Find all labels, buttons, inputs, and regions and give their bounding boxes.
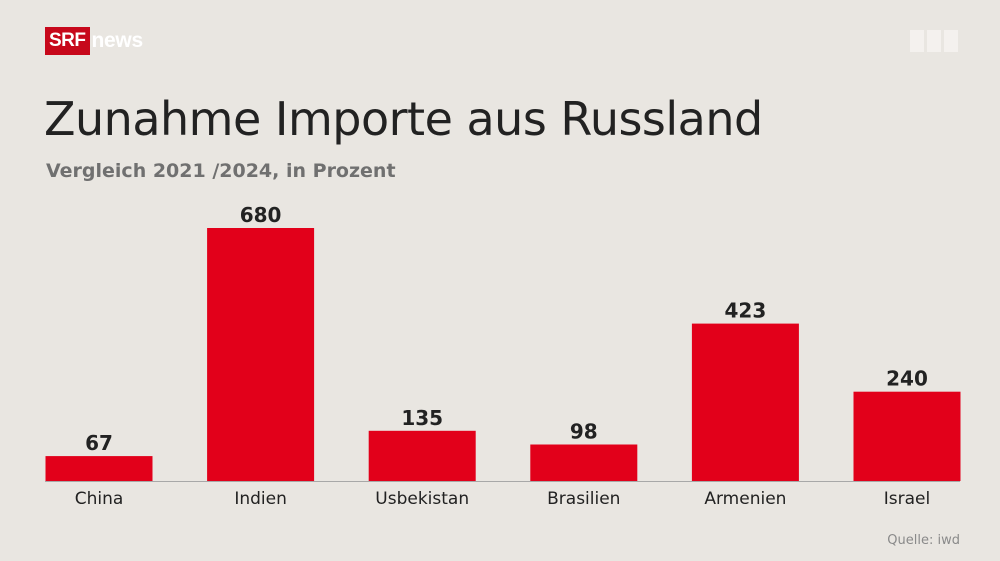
- data-label-armenien: 423: [725, 299, 767, 323]
- source-note: Quelle: iwd: [887, 533, 960, 548]
- bar-israel: [853, 391, 961, 481]
- category-label-china: China: [75, 489, 124, 509]
- chart-title: Zunahme Importe aus Russland: [44, 92, 763, 146]
- category-label-usbekistan: Usbekistan: [375, 489, 469, 509]
- logo-srf: SRF: [45, 27, 90, 55]
- category-label-israel: Israel: [884, 489, 930, 509]
- data-label-china: 67: [85, 431, 113, 455]
- bar-indien: [207, 228, 315, 481]
- bar-usbekistan: [368, 430, 476, 481]
- channel-logo-icon: [910, 30, 960, 52]
- bar-armenien: [691, 323, 799, 481]
- data-label-indien: 680: [240, 203, 282, 227]
- bar-brasilien: [530, 444, 638, 481]
- chart-subtitle: Vergleich 2021 /2024, in Prozent: [46, 160, 396, 182]
- category-label-brasilien: Brasilien: [547, 489, 620, 509]
- category-label-armenien: Armenien: [704, 489, 786, 509]
- data-label-israel: 240: [886, 367, 928, 391]
- logo-news: news: [91, 29, 144, 52]
- category-label-indien: Indien: [234, 489, 287, 509]
- srf-news-logo: SRF news: [45, 27, 143, 55]
- data-label-brasilien: 98: [570, 420, 598, 444]
- data-label-usbekistan: 135: [401, 406, 443, 430]
- bar-china: [45, 456, 153, 481]
